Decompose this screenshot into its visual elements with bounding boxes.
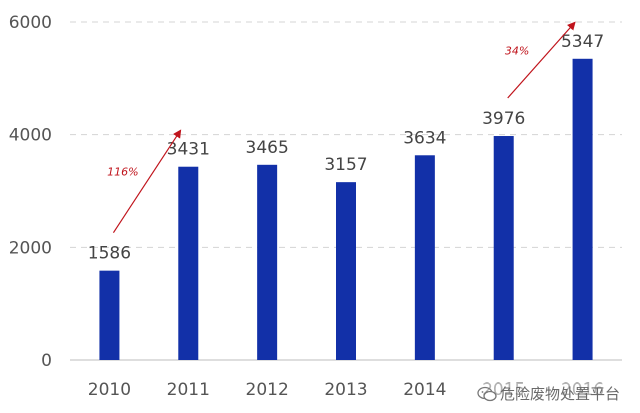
- x-tick-label: 2010: [88, 380, 131, 400]
- x-tick-label: 2013: [324, 380, 367, 400]
- data-label: 3976: [482, 109, 525, 129]
- y-tick-label: 0: [41, 351, 52, 371]
- data-label: 3634: [403, 128, 446, 148]
- bar: [178, 166, 199, 360]
- bar: [414, 155, 435, 360]
- bars: [99, 58, 593, 360]
- x-tick-label: 2012: [246, 380, 289, 400]
- bar: [99, 270, 120, 360]
- growth-arrow: [507, 21, 576, 99]
- bar: [257, 164, 278, 360]
- y-tick-label: 4000: [9, 126, 52, 146]
- y-axis-ticks: 0 2000 4000 6000: [9, 13, 52, 371]
- data-label: 3431: [167, 140, 210, 160]
- wechat-icon: [477, 386, 497, 401]
- y-tick-label: 6000: [9, 13, 52, 33]
- growth-label: 34%: [505, 44, 529, 57]
- bar: [336, 182, 356, 360]
- growth-label: 116%: [107, 166, 138, 179]
- data-label: 3157: [324, 155, 367, 175]
- data-label: 3465: [246, 138, 289, 158]
- x-tick-label: 2011: [167, 380, 210, 400]
- data-labels: 1586 3431 3465 3157 3634 3976 5347: [88, 32, 604, 264]
- growth-arrow: [112, 129, 182, 233]
- watermark: 危险废物处置平台: [474, 383, 622, 404]
- growth-annotations: 116% 34%: [107, 21, 576, 233]
- x-tick-label: 2014: [403, 380, 446, 400]
- data-label: 5347: [561, 32, 604, 52]
- y-tick-label: 2000: [9, 238, 52, 258]
- bar: [572, 58, 593, 360]
- watermark-text: 危险废物处置平台: [499, 385, 620, 403]
- data-label: 1586: [88, 244, 131, 264]
- bar: [493, 136, 514, 360]
